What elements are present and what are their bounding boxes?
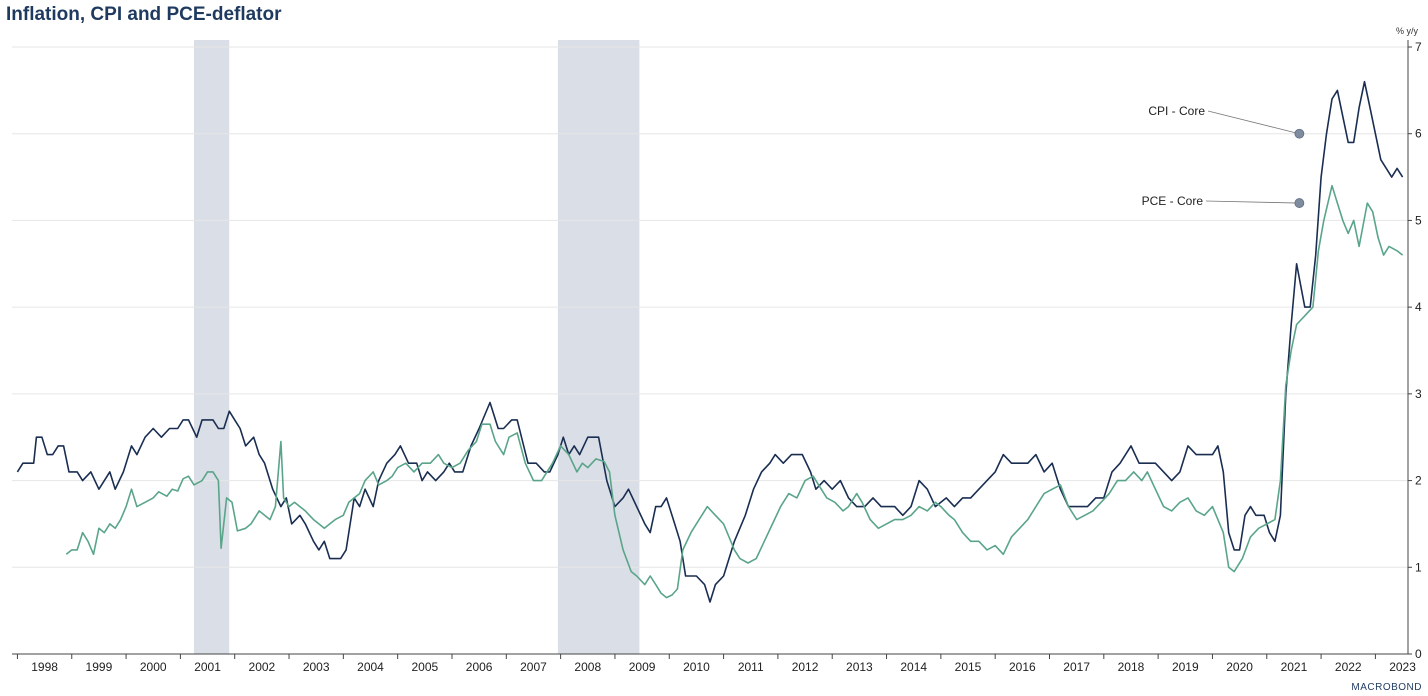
- annotation-marker: [1294, 198, 1305, 208]
- x-tick-label: 2014: [900, 660, 927, 674]
- x-tick-label: 2003: [303, 660, 330, 674]
- x-tick-label: 2000: [140, 660, 167, 674]
- y-tick-label: 1: [1415, 560, 1422, 574]
- x-tick-label: 2011: [738, 660, 764, 674]
- recession-shading: [193, 40, 640, 654]
- chart-title: Inflation, CPI and PCE-deflator: [6, 4, 282, 25]
- annotations: CPI - Core PCE - Core: [1142, 104, 1305, 208]
- x-tick-label: 2001: [194, 660, 221, 674]
- series-line-cpi-core: [16, 80, 1404, 603]
- recession-band-0: [193, 40, 230, 654]
- y-tick-label: 6: [1415, 127, 1422, 141]
- x-tick-label: 2004: [357, 660, 384, 674]
- x-tick-label: 2023: [1389, 660, 1416, 674]
- x-tick-label: 2022: [1335, 660, 1362, 674]
- x-tick-label: 2018: [1118, 660, 1145, 674]
- annotation-leader-line: [1207, 110, 1300, 135]
- recession-band-1: [557, 40, 640, 654]
- y-tick-label: 2: [1415, 474, 1422, 488]
- x-tick-label: 2019: [1172, 660, 1199, 674]
- x-tick-label: 2013: [846, 660, 873, 674]
- x-tick-label: 2016: [1009, 660, 1036, 674]
- y-tick-label: 0: [1415, 647, 1422, 661]
- x-tick-label: 2020: [1226, 660, 1253, 674]
- x-tick-label: 2005: [411, 660, 438, 674]
- x-tick-label: 2017: [1063, 660, 1090, 674]
- annotation-leader-line: [1205, 200, 1300, 204]
- annotation-label: PCE - Core: [1142, 194, 1204, 208]
- x-tick-label: 2009: [629, 660, 656, 674]
- y-tick-label: 5: [1415, 213, 1422, 227]
- brand-logo: MACROBOND: [1351, 682, 1422, 693]
- annotation-marker: [1294, 128, 1305, 139]
- x-tick-label: 1998: [31, 660, 58, 674]
- x-tick-label: 2007: [520, 660, 547, 674]
- y-axis-unit: % y/y: [1395, 26, 1418, 36]
- x-tick-label: 2008: [574, 660, 601, 674]
- x-tick-label: 2010: [683, 660, 710, 674]
- y-tick-label: 4: [1415, 300, 1422, 314]
- x-tick-label: 2012: [792, 660, 819, 674]
- annotation-label: CPI - Core: [1148, 104, 1205, 118]
- axes: 0 1 2 3 4 5 6 7 1998 1999 2000 2001 2002 2003 2004 2005…: [12, 40, 1422, 674]
- x-tick-label: 2021: [1281, 660, 1308, 674]
- x-tick-label: 2015: [955, 660, 982, 674]
- y-tick-label: 7: [1415, 40, 1422, 54]
- x-tick-label: 2006: [466, 660, 493, 674]
- y-tick-label: 3: [1415, 387, 1422, 401]
- series-line-pce-core: [65, 184, 1404, 599]
- series-lines: [16, 80, 1404, 603]
- x-tick-label: 1999: [86, 660, 113, 674]
- x-tick-label: 2002: [249, 660, 276, 674]
